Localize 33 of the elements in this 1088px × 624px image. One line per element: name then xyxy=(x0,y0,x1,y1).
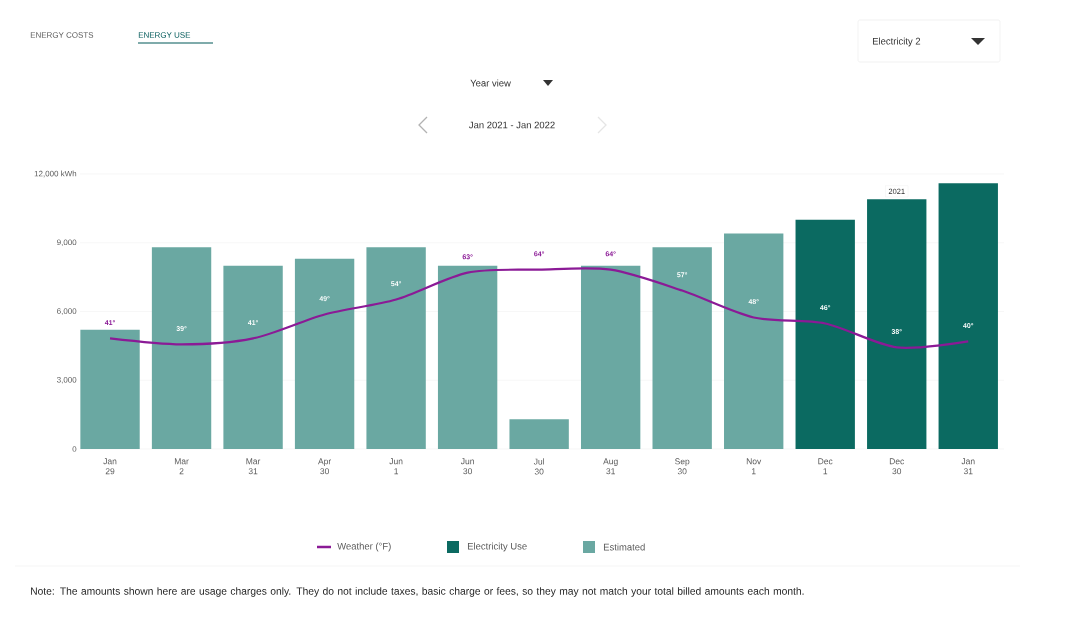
x-tick-label: Jul 30 xyxy=(533,458,544,475)
x-tick-label: Jan 31 xyxy=(961,458,975,475)
x-tick-label: Dec 1 xyxy=(818,458,833,475)
bar xyxy=(580,265,641,449)
text: Note: The amounts shown here are usage charges only. They do not include taxes, basic charge or fees, so they may not match your total billed amounts each month. xyxy=(31,587,804,597)
bar xyxy=(724,233,784,449)
bar xyxy=(938,183,998,449)
bar xyxy=(509,419,569,449)
legend-label: Estimated xyxy=(603,543,645,551)
bar xyxy=(80,329,140,449)
x-tick-label: Aug 31 xyxy=(603,458,618,475)
legend-label: Weather (°F) xyxy=(337,542,391,552)
x-tick-label: Nov 1 xyxy=(746,458,762,475)
bar xyxy=(223,265,283,449)
bar xyxy=(795,219,855,449)
x-tick-label: Jan 29 xyxy=(103,458,117,475)
bar xyxy=(867,199,927,449)
x-tick-label: Mar 31 xyxy=(246,458,261,475)
text: Year view xyxy=(470,79,511,87)
legend-label: Electricity Use xyxy=(467,542,527,552)
x-tick-label: Mar 2 xyxy=(174,458,189,475)
x-tick-label: Jun 1 xyxy=(389,458,403,475)
bar xyxy=(652,247,712,449)
bar xyxy=(366,247,426,449)
text: Electricity 2 xyxy=(872,37,921,47)
bar xyxy=(294,258,355,449)
x-tick-label: Dec 30 xyxy=(889,458,905,475)
x-tick-label: Jun 30 xyxy=(460,458,474,475)
x-tick-label: Sep 30 xyxy=(675,458,690,475)
bar xyxy=(151,247,212,449)
chart-subtitle: Jan 2021 - Jan 2022 xyxy=(469,121,555,129)
x-tick-label: Apr 30 xyxy=(318,458,332,475)
bar xyxy=(437,265,498,449)
